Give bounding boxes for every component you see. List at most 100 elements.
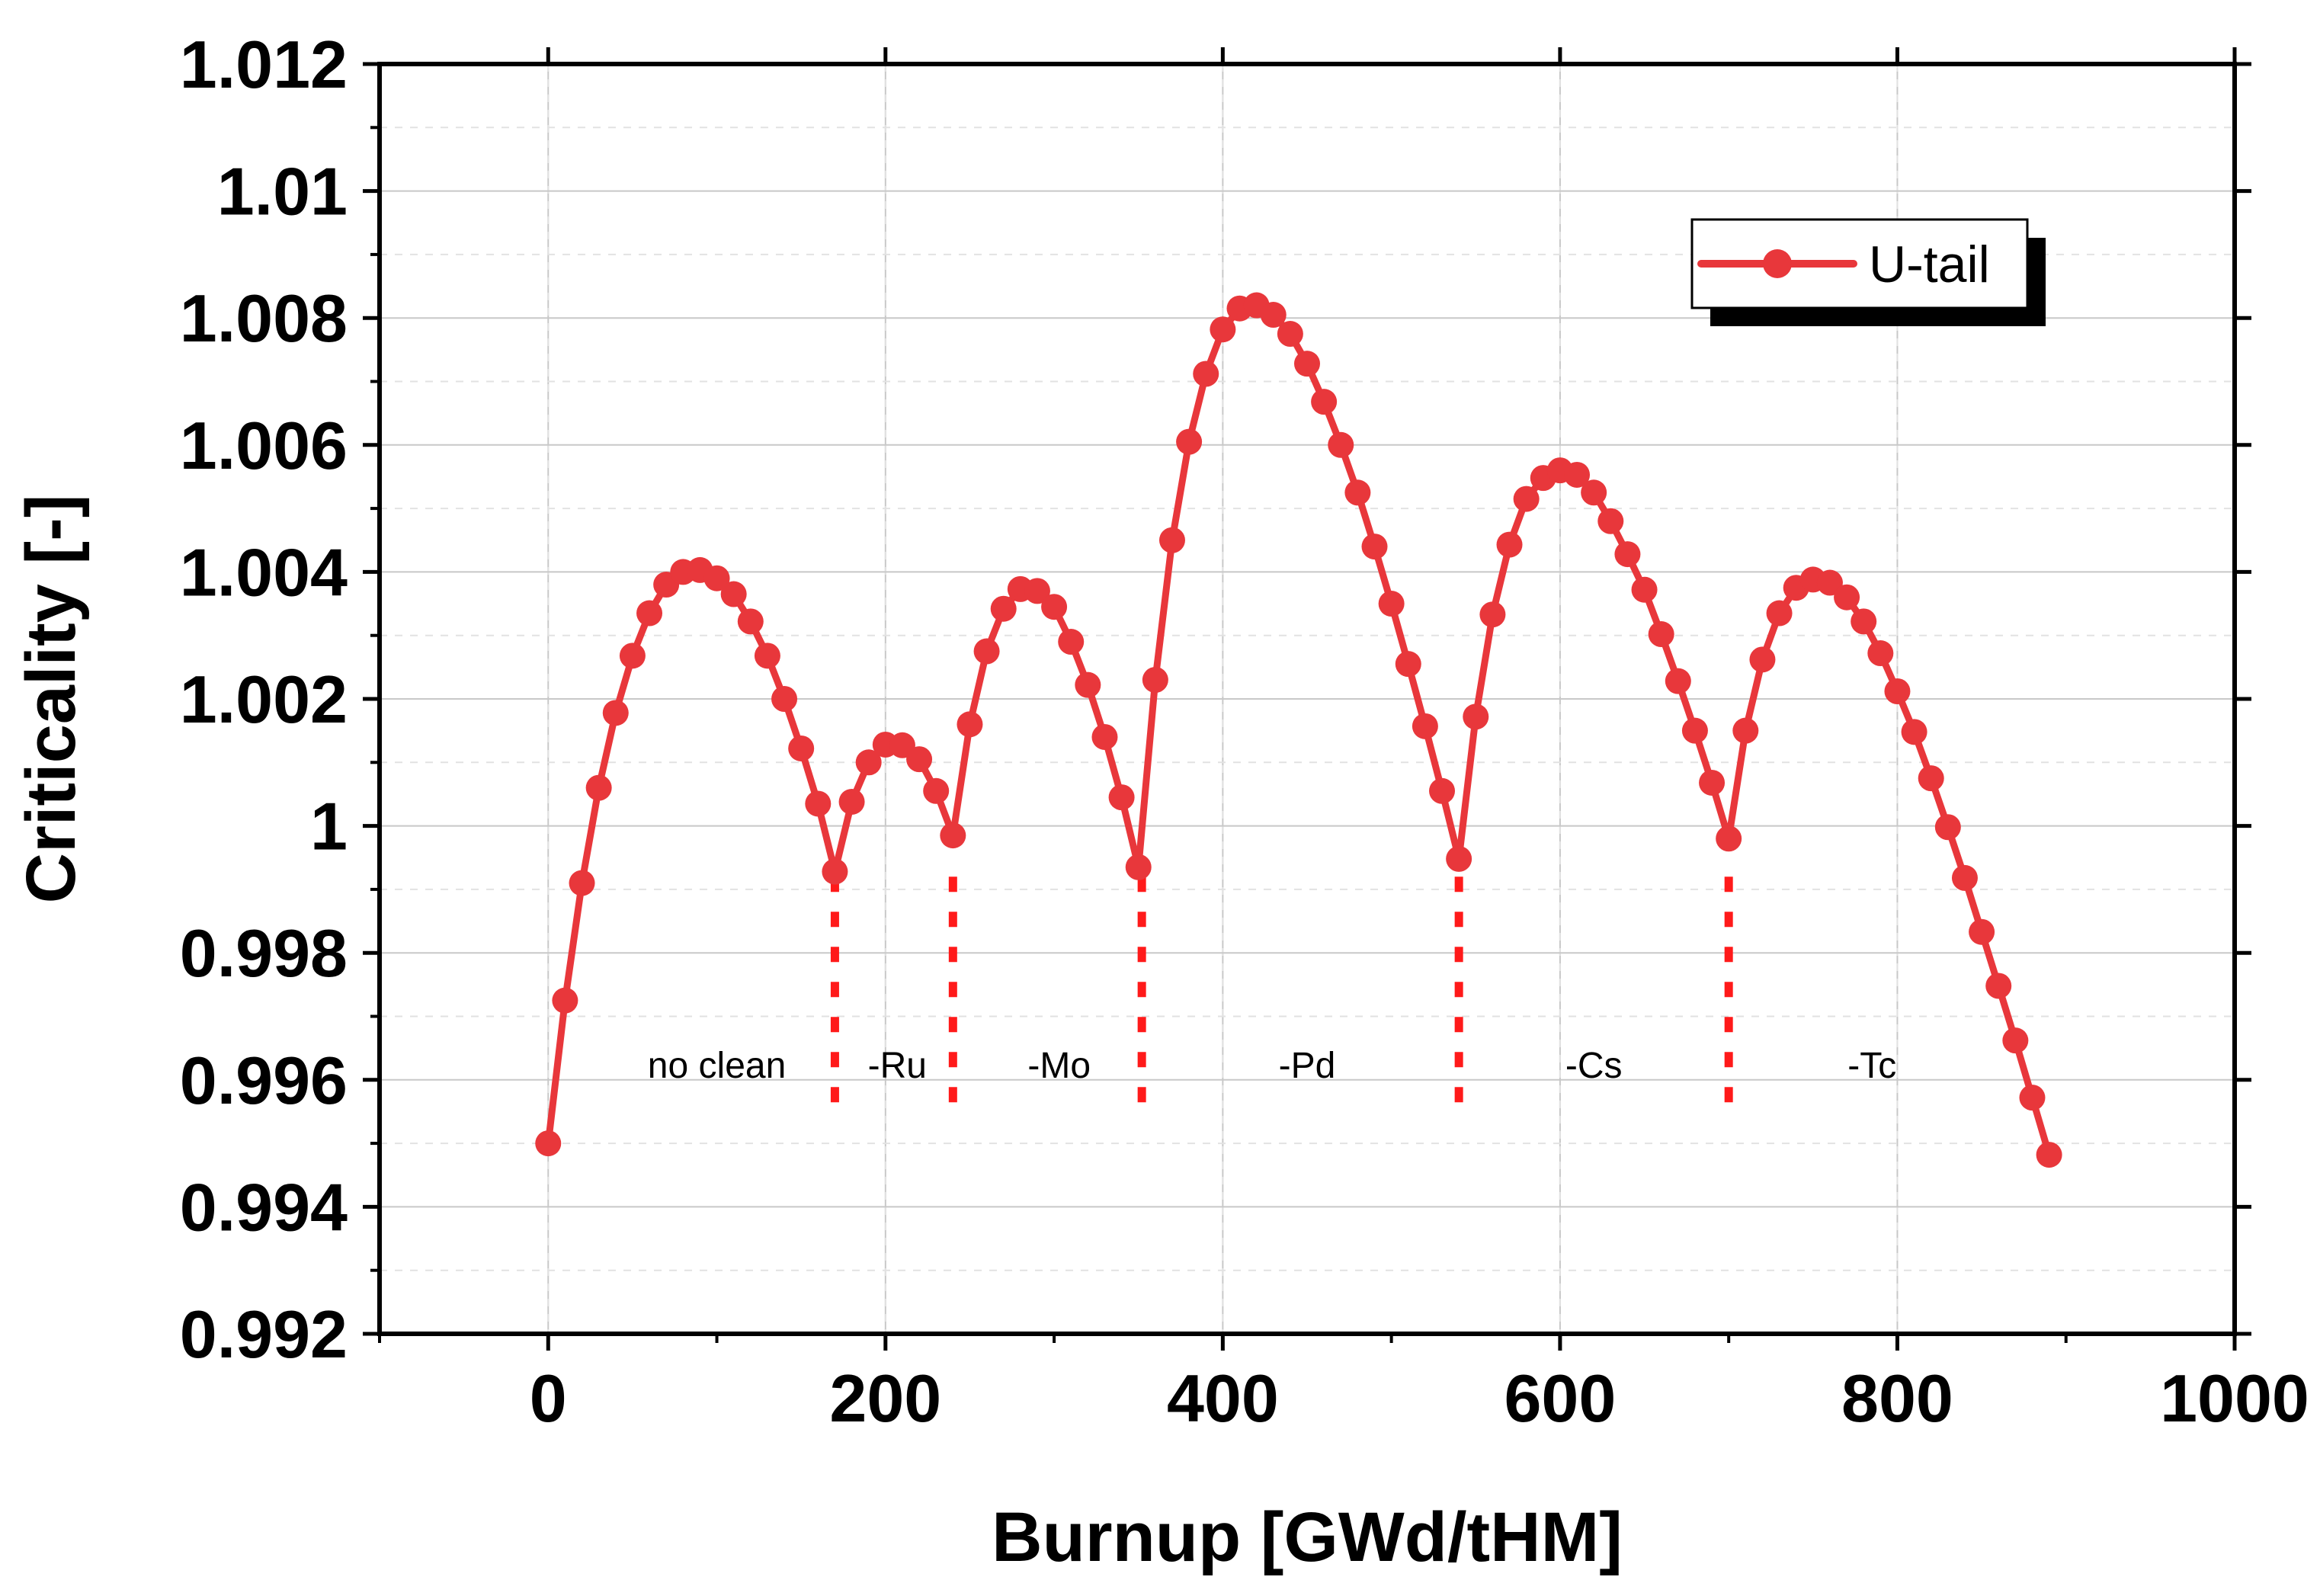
data-point: [1749, 646, 1776, 673]
axis-ticks: [363, 47, 2251, 1351]
data-point: [973, 638, 1000, 665]
data-point: [990, 595, 1017, 622]
y-tick-label: 0.996: [180, 1043, 348, 1118]
data-point: [1513, 486, 1540, 512]
data-point: [1496, 531, 1523, 558]
data-point: [569, 870, 595, 896]
data-point: [771, 686, 798, 712]
data-point: [1479, 601, 1506, 628]
data-point: [552, 987, 578, 1014]
data-point: [1024, 578, 1050, 604]
data-point: [1210, 316, 1236, 343]
region-label: -Pd: [1279, 1046, 1336, 1086]
data-point: [1344, 479, 1371, 506]
data-point: [1581, 479, 1607, 506]
data-point: [1108, 784, 1135, 811]
data-point: [1125, 854, 1152, 880]
region-label: no clean: [648, 1046, 786, 1086]
data-point: [1378, 591, 1405, 617]
data-point: [2036, 1142, 2062, 1168]
segment-separators: [830, 877, 1733, 1112]
data-point: [1969, 918, 1995, 945]
data-point: [1716, 825, 1742, 852]
data-point: [1429, 777, 1456, 804]
data-point: [1361, 534, 1388, 560]
data-point: [1176, 428, 1203, 455]
data-point: [1142, 667, 1168, 694]
data-point: [1934, 814, 1961, 841]
y-tick-label: 0.998: [180, 915, 348, 991]
y-tick-label: 1.006: [180, 408, 348, 483]
data-point: [1648, 621, 1674, 648]
y-axis-title: Criticality [-]: [12, 495, 90, 904]
y-tick-label: 0.994: [180, 1169, 348, 1245]
data-point: [1614, 541, 1641, 568]
data-point: [1260, 302, 1287, 328]
data-point: [1699, 769, 1726, 796]
data-point: [1277, 321, 1303, 348]
data-point: [957, 711, 983, 738]
y-tick-label: 1: [310, 789, 348, 864]
data-point: [737, 608, 764, 635]
data-point: [1918, 765, 1944, 792]
data-point: [2019, 1085, 2046, 1111]
data-point: [1041, 594, 1068, 620]
x-axis-title: Burnup [GWd/tHM]: [992, 1498, 1623, 1576]
data-point: [1985, 973, 2012, 999]
data-point: [1884, 678, 1911, 705]
data-point: [822, 858, 848, 885]
data-point: [1446, 845, 1472, 872]
data-point: [1681, 717, 1708, 744]
data-point: [1665, 668, 1691, 694]
region-labels: no clean -Ru -Mo -Pd -Cs -Tc: [648, 1046, 1896, 1086]
region-label: -Mo: [1027, 1046, 1091, 1086]
x-tick-label: 400: [1167, 1360, 1279, 1436]
legend: U-tail: [1690, 218, 2046, 326]
data-point: [1766, 600, 1793, 627]
data-point: [940, 822, 966, 849]
legend-label: U-tail: [1869, 236, 1990, 293]
data-point: [788, 735, 815, 761]
data-point: [1732, 717, 1759, 744]
data-point: [1951, 864, 1978, 891]
x-tick-label: 800: [1841, 1360, 1953, 1436]
data-point: [619, 643, 646, 669]
region-label: -Cs: [1565, 1046, 1623, 1086]
region-label: -Ru: [868, 1046, 927, 1086]
x-tick-label: 200: [829, 1360, 941, 1436]
series-u-tail: [535, 292, 2062, 1168]
data-point: [1597, 508, 1624, 534]
x-tick-label: 0: [530, 1360, 567, 1436]
data-point: [1158, 527, 1185, 553]
data-point: [602, 700, 629, 726]
tick-labels: 0 200 400 600 800 1000 0.992 0.994 0.996 0.998 1 1.…: [180, 27, 2309, 1436]
data-point: [1395, 651, 1421, 678]
data-point: [1463, 703, 1489, 730]
data-point: [1816, 569, 1843, 596]
data-point: [1328, 431, 1354, 458]
data-point: [906, 746, 933, 773]
data-point: [1901, 719, 1927, 745]
y-tick-label: 0.992: [180, 1296, 348, 1372]
data-point: [1075, 671, 1101, 698]
x-tick-label: 1000: [2160, 1360, 2309, 1436]
y-tick-label: 1.012: [180, 27, 348, 102]
data-point: [1294, 351, 1320, 377]
region-label: -Tc: [1847, 1046, 1896, 1086]
data-point: [720, 581, 747, 607]
data-point: [1091, 723, 1118, 750]
y-tick-label: 1.01: [217, 154, 348, 229]
data-point: [1058, 629, 1085, 655]
legend-marker: [1763, 249, 1792, 278]
data-point: [1193, 361, 1219, 387]
data-point: [1564, 461, 1591, 488]
data-point: [1412, 713, 1438, 739]
data-point: [703, 565, 730, 591]
data-point: [1851, 608, 1877, 635]
data-point: [1311, 389, 1338, 415]
data-point: [923, 777, 950, 804]
y-tick-label: 1.002: [180, 662, 348, 737]
data-point: [1631, 576, 1658, 603]
data-point: [585, 774, 612, 801]
